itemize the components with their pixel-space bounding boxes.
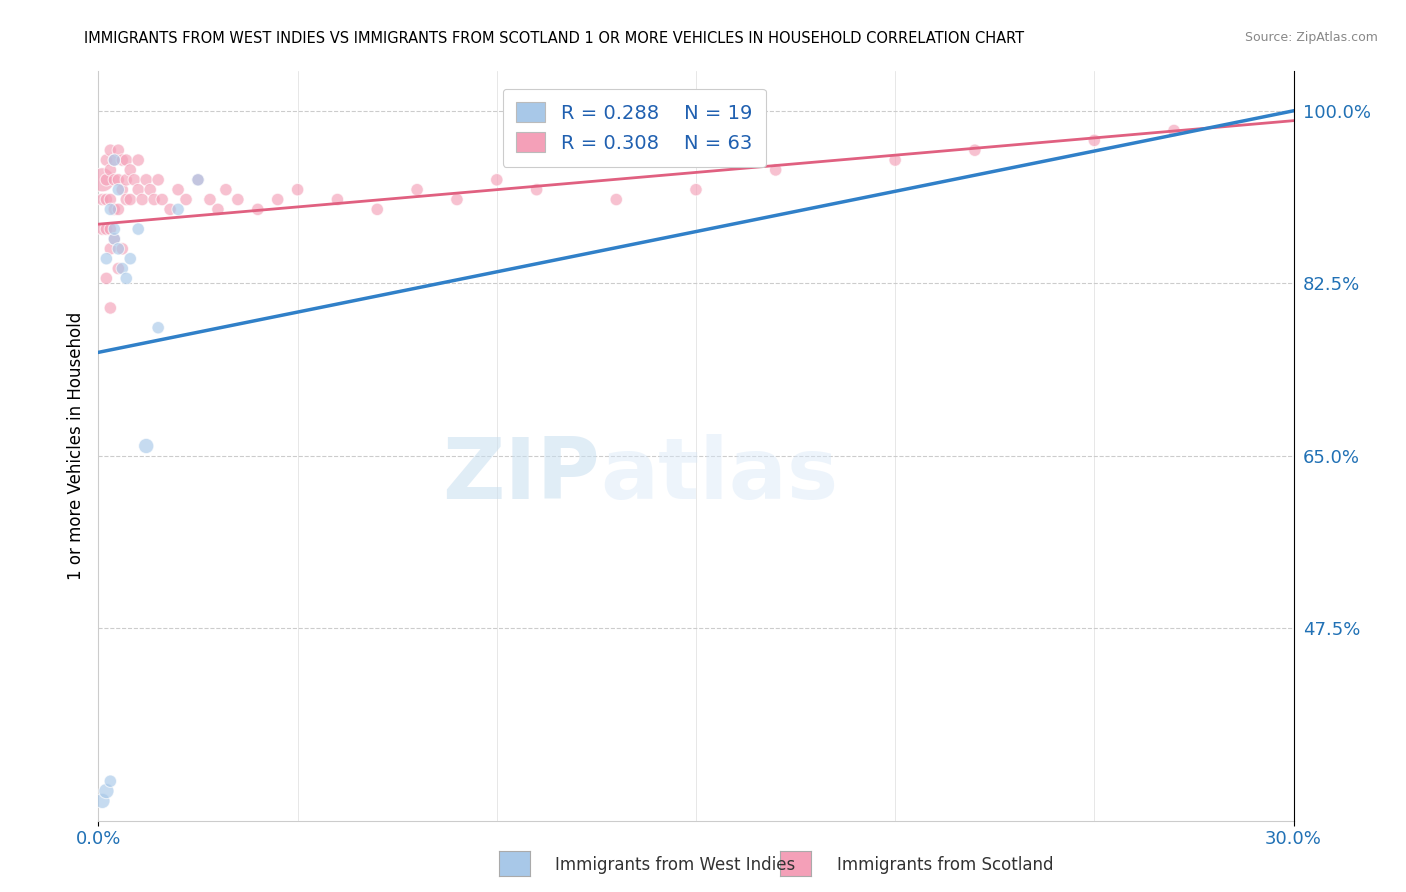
Point (96, 271, 118, 285)
Point (207, 202, 229, 217)
Point (107, 183, 129, 197)
Point (148, 173, 170, 187)
Point (96, 153, 118, 167)
Point (326, 193, 349, 207)
Point (111, 261, 134, 276)
Point (884, 153, 907, 167)
Point (187, 173, 209, 187)
Point (765, 163, 787, 178)
Point (127, 222, 149, 236)
Text: Immigrants from West Indies: Immigrants from West Indies (555, 855, 796, 873)
Point (107, 143, 129, 157)
Point (98, 774, 122, 789)
Point (98, 242, 122, 256)
Point (143, 193, 166, 207)
Point (565, 133, 588, 147)
Point (111, 153, 134, 167)
Point (91, 193, 114, 207)
Point (135, 173, 157, 187)
Point (124, 173, 146, 187)
Point (287, 183, 309, 197)
Point (226, 193, 249, 207)
Point (98, 222, 122, 236)
Point (446, 193, 468, 207)
Point (167, 183, 190, 197)
Point (187, 173, 209, 187)
Point (159, 202, 181, 217)
Point (96, 173, 118, 187)
Point (167, 202, 190, 217)
Point (1163, 123, 1185, 137)
Point (198, 193, 221, 207)
Point (107, 173, 129, 187)
Point (103, 222, 125, 236)
Point (150, 193, 173, 207)
Point (98, 202, 122, 217)
Point (526, 183, 548, 197)
Point (406, 183, 429, 197)
Point (120, 193, 142, 207)
Point (215, 183, 238, 197)
Point (103, 232, 125, 246)
Point (685, 183, 707, 197)
Text: Immigrants from Scotland: Immigrants from Scotland (837, 855, 1053, 873)
Point (96, 252, 118, 266)
Point (103, 153, 125, 167)
Point (366, 202, 388, 217)
Point (91, 222, 114, 236)
Point (96, 193, 118, 207)
Y-axis label: 1 or more Vehicles in Household: 1 or more Vehicles in Household (66, 312, 84, 580)
Point (107, 242, 129, 256)
Text: ZIP: ZIP (443, 434, 600, 517)
Text: atlas: atlas (600, 434, 838, 517)
Point (267, 193, 290, 207)
Point (98, 163, 122, 178)
Point (103, 202, 125, 217)
Point (174, 193, 197, 207)
Point (135, 439, 157, 453)
Point (148, 320, 170, 334)
Point (246, 202, 269, 217)
Point (115, 193, 138, 207)
Point (115, 173, 138, 187)
Point (1083, 133, 1105, 147)
Point (120, 252, 142, 266)
Point (91, 173, 114, 187)
Point (139, 183, 162, 197)
Text: Source: ZipAtlas.com: Source: ZipAtlas.com (1244, 31, 1378, 45)
Point (127, 153, 149, 167)
Text: IMMIGRANTS FROM WEST INDIES VS IMMIGRANTS FROM SCOTLAND 1 OR MORE VEHICLES IN HO: IMMIGRANTS FROM WEST INDIES VS IMMIGRANT… (84, 31, 1025, 46)
Point (115, 271, 138, 285)
Point (96, 222, 118, 236)
Point (605, 193, 627, 207)
Point (963, 143, 986, 157)
Point (115, 153, 138, 167)
Point (91, 794, 114, 808)
Point (98, 301, 122, 315)
Point (96, 784, 118, 798)
Point (98, 193, 122, 207)
Point (127, 183, 149, 197)
Point (131, 193, 153, 207)
Point (120, 163, 142, 178)
Point (103, 153, 125, 167)
Point (111, 242, 134, 256)
Point (103, 173, 125, 187)
Point (111, 183, 134, 197)
Point (98, 143, 122, 157)
Point (485, 173, 508, 187)
Point (107, 261, 129, 276)
Point (107, 202, 129, 217)
Legend: R = 0.288    N = 19, R = 0.308    N = 63: R = 0.288 N = 19, R = 0.308 N = 63 (502, 88, 766, 167)
Point (103, 232, 125, 246)
